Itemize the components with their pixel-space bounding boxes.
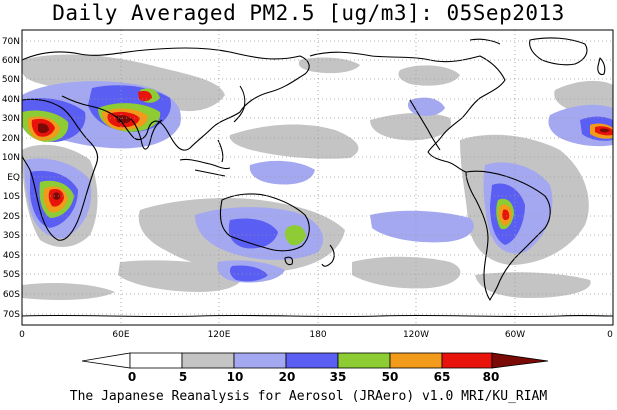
lat-label: 70S xyxy=(3,310,20,320)
lat-label: 60S xyxy=(3,290,20,300)
colorbar-level-label: 80 xyxy=(483,370,500,384)
lat-label: 20N xyxy=(2,134,20,144)
colorbar-level-label: 65 xyxy=(434,370,451,384)
lat-label: 40N xyxy=(2,95,20,105)
level-above-80-regions xyxy=(38,115,610,200)
colorbar-level-label: 10 xyxy=(227,370,244,384)
lon-label: 120W xyxy=(403,330,429,340)
colorbar-below-triangle xyxy=(81,352,131,369)
longitude-axis: 0 60E 120E 180 120W 60W 0 xyxy=(19,330,613,340)
colorbar-level-label: 50 xyxy=(382,370,399,384)
lat-label: 10N xyxy=(2,153,20,163)
colorbar-segment-20-35 xyxy=(285,352,339,369)
concentration-fields xyxy=(22,37,613,318)
lon-label: 0 xyxy=(19,330,25,340)
colorbar-level-label: 35 xyxy=(330,370,347,384)
colorbar-segment-10-20 xyxy=(233,352,287,369)
map-title: Daily Averaged PM2.5 [ug/m3]: 05Sep2013 xyxy=(52,1,565,25)
colorbar-segment-35-50 xyxy=(337,352,391,369)
lat-label: 40S xyxy=(3,251,20,261)
lon-label: 180 xyxy=(309,330,326,340)
colorbar-level-label: 5 xyxy=(179,370,187,384)
lon-label: 60E xyxy=(112,330,129,340)
colorbar-segment-0-5 xyxy=(129,352,183,369)
lat-label: 50N xyxy=(2,75,20,85)
colorbar-labels: 0 5 10 20 35 50 65 80 xyxy=(128,370,500,384)
colorbar-segment-65-80 xyxy=(441,352,493,369)
lat-label: 30N xyxy=(2,114,20,124)
lat-label: 10S xyxy=(3,192,20,202)
lat-label: EQ xyxy=(7,173,20,183)
plot-frame xyxy=(21,29,614,326)
colorbar-level-label: 20 xyxy=(279,370,296,384)
colorbar xyxy=(81,352,549,369)
lat-label: 20S xyxy=(3,212,20,222)
colorbar-segment-5-10 xyxy=(181,352,235,369)
map-plot-area xyxy=(21,29,614,326)
lon-label: 0 xyxy=(607,330,613,340)
coastlines xyxy=(22,37,613,318)
lat-label: 30S xyxy=(3,231,20,241)
graticule-grid xyxy=(22,30,613,325)
colorbar-segment-50-65 xyxy=(389,352,443,369)
latitude-axis: 70N 60N 50N 40N 30N 20N 10N EQ 10S 20S 3… xyxy=(2,37,20,320)
lat-label: 50S xyxy=(3,270,20,280)
colorbar-above-triangle xyxy=(491,352,549,369)
lon-label: 120E xyxy=(208,330,231,340)
lat-label: 70N xyxy=(2,37,20,47)
lat-label: 60N xyxy=(2,56,20,66)
footer-credit: The Japanese Reanalysis for Aerosol (JRA… xyxy=(69,389,548,404)
colorbar-level-label: 0 xyxy=(128,370,136,384)
lon-label: 60W xyxy=(505,330,525,340)
